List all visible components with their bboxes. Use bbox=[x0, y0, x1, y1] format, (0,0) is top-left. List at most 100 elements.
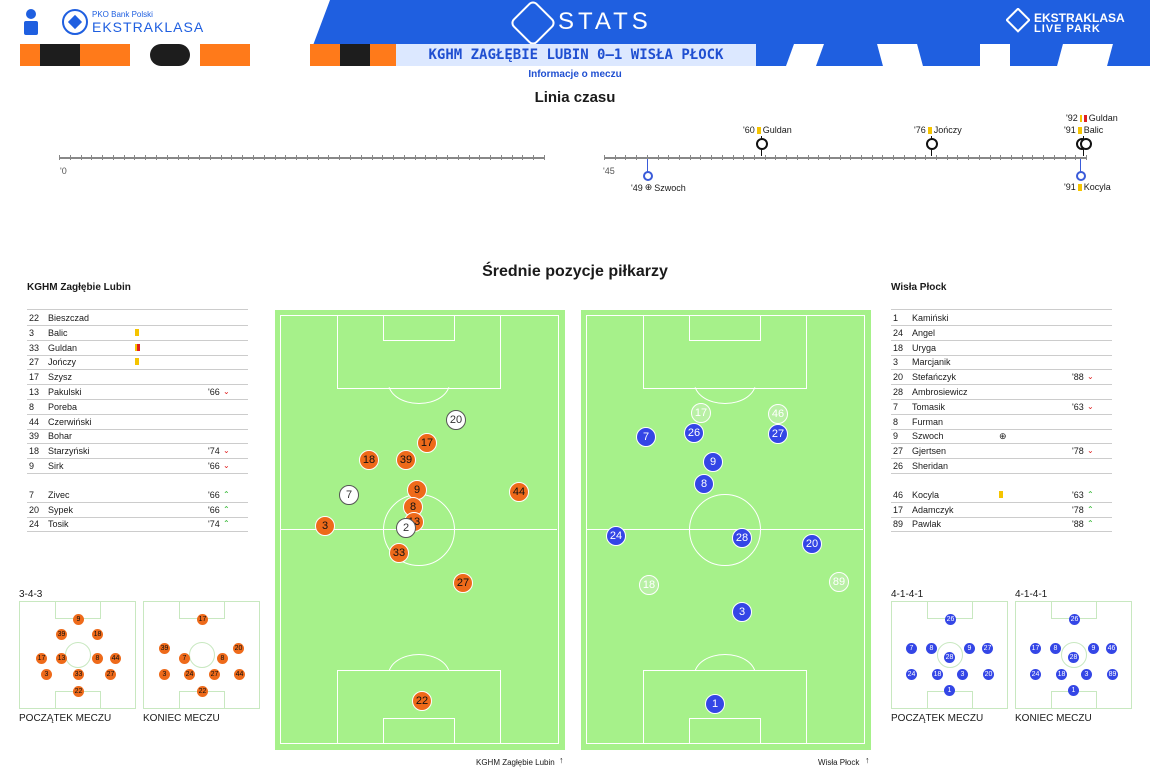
timeline-tick bbox=[533, 155, 535, 160]
live-park-logo-icon bbox=[1006, 8, 1030, 33]
player-marker[interactable]: 17 bbox=[417, 433, 437, 453]
squad-row[interactable]: 13 Pakulski '66 ⌄ bbox=[27, 385, 248, 400]
formation-player-dot: 3 bbox=[1081, 669, 1092, 680]
player-marker[interactable]: 28 bbox=[732, 528, 752, 548]
squad-row[interactable]: 27 Gjertsen '78 ⌄ bbox=[891, 444, 1112, 460]
squad-row[interactable]: 7 Zivec '66 ⌃ bbox=[27, 488, 248, 503]
squad-row[interactable]: 17 Adamczyk '78 ⌃ bbox=[891, 503, 1112, 518]
player-marker[interactable]: 22 bbox=[412, 691, 432, 711]
player-marker[interactable]: 7 bbox=[339, 485, 359, 505]
timeline-tick bbox=[306, 155, 308, 160]
squad-row[interactable]: 3 Marcjanik bbox=[891, 355, 1112, 371]
home-pitch: 20171839794481323332722 bbox=[275, 310, 565, 750]
squad-row[interactable]: 9 Szwoch ⊕ bbox=[891, 429, 1112, 445]
timeline-pin-icon[interactable] bbox=[1080, 138, 1092, 150]
player-number: 17 bbox=[29, 372, 40, 383]
player-marker[interactable]: 24 bbox=[606, 526, 626, 546]
sub-in-arrow-icon: ⌃ bbox=[1087, 519, 1094, 529]
timeline-pin-icon[interactable] bbox=[756, 138, 768, 150]
squad-row[interactable]: 24 Angel bbox=[891, 326, 1112, 341]
squad-row[interactable]: 44 Czerwiński bbox=[27, 415, 248, 430]
timeline-event[interactable]: '76 Jończy bbox=[914, 125, 962, 135]
timeline-tick bbox=[914, 155, 916, 160]
player-marker[interactable]: 26 bbox=[684, 423, 704, 443]
sub-out-arrow-icon: ⌄ bbox=[1087, 372, 1094, 382]
formation-player-dot: 17 bbox=[36, 653, 47, 664]
squad-row[interactable]: 33 Guldan bbox=[27, 341, 248, 356]
player-marker[interactable]: 1 bbox=[705, 694, 725, 714]
player-marker[interactable]: 39 bbox=[396, 450, 416, 470]
timeline-event[interactable]: '91 Kocyla bbox=[1064, 182, 1111, 192]
player-name: Sirk bbox=[48, 461, 64, 471]
player-marker[interactable]: 3 bbox=[732, 602, 752, 622]
timeline-tick bbox=[500, 155, 502, 160]
squad-row[interactable]: 9 Sirk '66 ⌄ bbox=[27, 459, 248, 474]
squad-row[interactable]: 22 Bieszczad bbox=[27, 311, 248, 326]
match-info-link[interactable]: Informacje o meczu bbox=[528, 69, 622, 80]
squad-row[interactable]: 17 Szysz bbox=[27, 370, 248, 386]
player-name: Bieszczad bbox=[48, 313, 90, 323]
player-marker[interactable]: 46 bbox=[768, 404, 788, 424]
league-logo-area[interactable]: PKO Bank Polski EKSTRAKLASA bbox=[0, 0, 330, 44]
squad-row[interactable]: 89 Pawlak '88 ⌃ bbox=[891, 517, 1112, 533]
squad-row[interactable]: 27 Jończy bbox=[27, 355, 248, 371]
player-name: Bohar bbox=[48, 431, 73, 442]
squad-row[interactable]: 3 Balic bbox=[27, 326, 248, 341]
pitch-line bbox=[383, 718, 455, 744]
player-name: Starzyński bbox=[48, 446, 90, 457]
formation-player-dot: 17 bbox=[1030, 643, 1041, 654]
player-number: 44 bbox=[29, 416, 40, 427]
player-marker[interactable]: 27 bbox=[768, 424, 788, 444]
sub-out-arrow-icon: ⌄ bbox=[1087, 446, 1094, 456]
timeline-tick bbox=[882, 155, 884, 160]
player-name: Furman bbox=[912, 416, 944, 427]
player-marker[interactable]: 2 bbox=[396, 518, 416, 538]
player-marker[interactable]: 3 bbox=[315, 516, 335, 536]
timeline-tick bbox=[678, 155, 680, 160]
squad-row[interactable]: 8 Furman bbox=[891, 415, 1112, 430]
timeline-tick bbox=[393, 155, 395, 160]
player-marker[interactable]: 20 bbox=[802, 534, 822, 554]
squad-row[interactable]: 1 Kamiński bbox=[891, 311, 1112, 326]
squad-row[interactable]: 18 Starzyński '74 ⌄ bbox=[27, 444, 248, 460]
sub-minute: '78 bbox=[1072, 446, 1084, 457]
home-team-name: KGHM Zagłębie Lubin bbox=[27, 282, 131, 293]
squad-row[interactable]: 26 Sheridan bbox=[891, 459, 1112, 474]
timeline-event[interactable]: '60 Guldan bbox=[743, 125, 792, 135]
player-name: Angel bbox=[912, 327, 936, 338]
squad-row[interactable]: 46 Kocyla '63 ⌃ bbox=[891, 488, 1112, 503]
squad-row[interactable]: 20 Stefańczyk '88 ⌄ bbox=[891, 370, 1112, 386]
sub-out-arrow-icon: ⌄ bbox=[223, 446, 230, 456]
timeline-tick bbox=[1021, 155, 1023, 160]
player-marker[interactable]: 20 bbox=[446, 410, 466, 430]
timeline-tick bbox=[839, 155, 841, 160]
timeline-tick bbox=[447, 155, 448, 160]
player-marker[interactable]: 27 bbox=[453, 573, 473, 593]
timeline-pin-icon[interactable] bbox=[926, 138, 938, 150]
squad-row[interactable]: 39 Bohar bbox=[27, 429, 248, 445]
player-marker[interactable]: 8 bbox=[694, 474, 714, 494]
player-marker[interactable]: 7 bbox=[636, 427, 656, 447]
squad-row[interactable]: 7 Tomasik '63 ⌄ bbox=[891, 400, 1112, 415]
player-marker[interactable]: 44 bbox=[509, 482, 529, 502]
player-number: 39 bbox=[29, 431, 40, 442]
timeline-tick bbox=[220, 155, 222, 160]
timeline-event[interactable]: '92 Guldan bbox=[1066, 113, 1118, 123]
timeline-event[interactable]: '91 Balic bbox=[1064, 125, 1103, 135]
squad-row[interactable]: 24 Tosik '74 ⌃ bbox=[27, 517, 248, 533]
player-marker[interactable]: 33 bbox=[389, 543, 409, 563]
squad-row[interactable]: 18 Uryga bbox=[891, 341, 1112, 356]
yellow-red-card-icon bbox=[135, 341, 140, 355]
player-marker[interactable]: 18 bbox=[639, 575, 659, 595]
player-marker[interactable]: 18 bbox=[359, 450, 379, 470]
squad-row[interactable]: 28 Ambrosiewicz bbox=[891, 385, 1112, 400]
player-marker[interactable]: 89 bbox=[829, 572, 849, 592]
squad-row[interactable]: 8 Poreba bbox=[27, 400, 248, 415]
player-marker[interactable]: 9 bbox=[703, 452, 723, 472]
timeline-pin-icon[interactable] bbox=[643, 171, 653, 181]
player-marker[interactable]: 17 bbox=[691, 403, 711, 423]
squad-row[interactable]: 20 Sypek '66 ⌃ bbox=[27, 503, 248, 518]
timeline-event[interactable]: '49 ⊕ Szwoch bbox=[631, 182, 686, 193]
timeline-pin-icon[interactable] bbox=[1076, 171, 1086, 181]
timeline-tick bbox=[818, 155, 820, 160]
